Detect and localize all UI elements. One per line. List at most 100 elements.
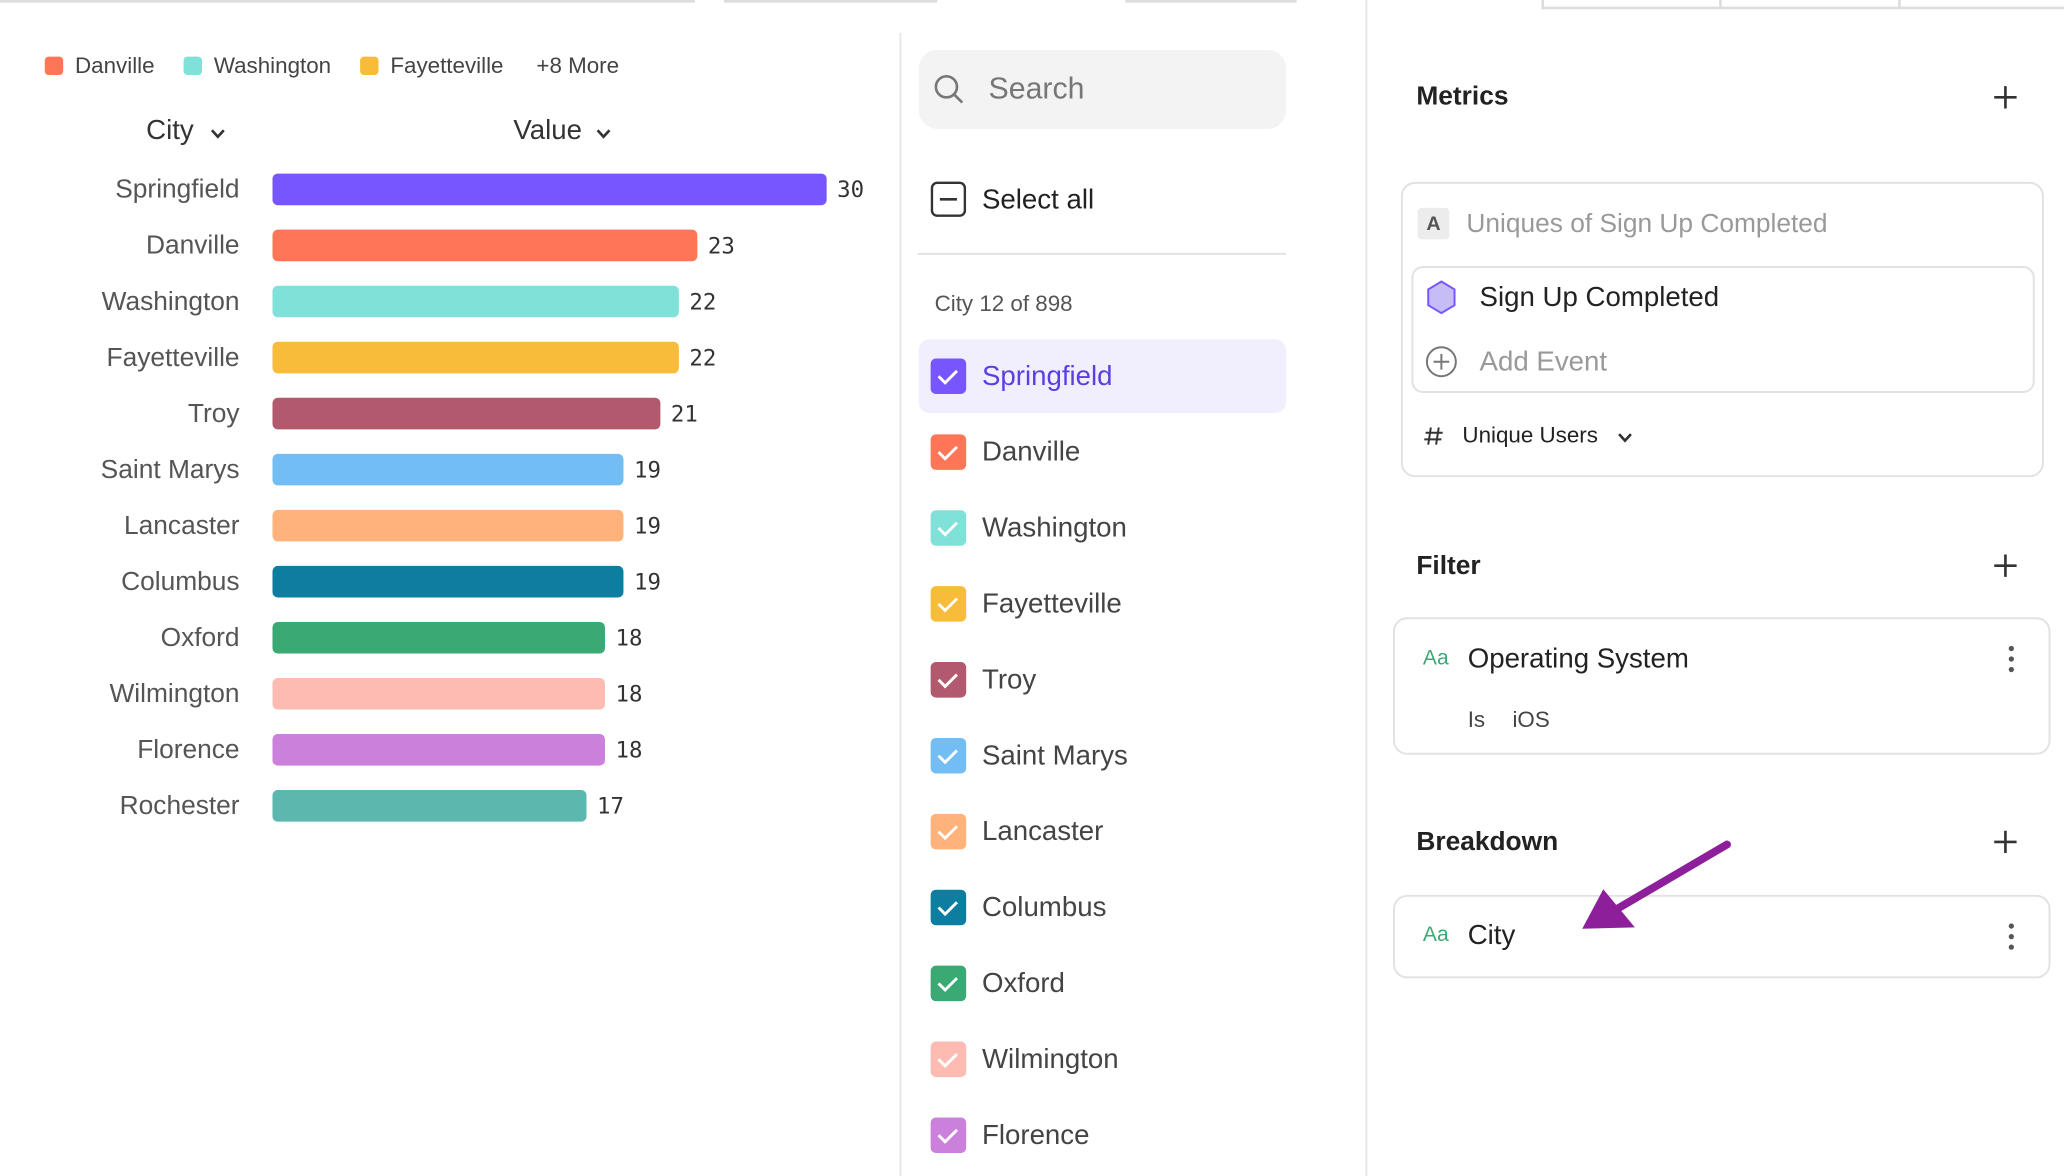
bar-chart: Springfield 30 Danville 23 Washington 22 Fayet…: [101, 173, 864, 822]
breakdown-card[interactable]: [1393, 894, 2051, 979]
bar[interactable]: [272, 621, 605, 654]
category-label: Wilmington: [109, 678, 239, 708]
search-box[interactable]: [918, 49, 1287, 129]
list-header: City 12 of 898: [935, 291, 1073, 316]
add-button[interactable]: [1994, 830, 2017, 854]
add-event[interactable]: Add Event: [1480, 345, 1608, 376]
value-label: 22: [689, 289, 716, 315]
selected-row[interactable]: [918, 339, 1287, 414]
checkbox[interactable]: [930, 662, 967, 698]
legend-swatch: [183, 56, 202, 75]
legend-swatch: [360, 56, 379, 75]
legend-label[interactable]: Fayetteville: [390, 53, 503, 78]
value-label: 22: [689, 345, 716, 371]
event-icon: [1427, 280, 1456, 315]
category-label: Troy: [188, 398, 240, 428]
checkbox[interactable]: [930, 586, 967, 622]
city-option[interactable]: Oxford: [982, 967, 1065, 998]
checkbox[interactable]: [930, 1041, 967, 1078]
checkbox[interactable]: [930, 1117, 967, 1153]
category-label: Oxford: [161, 622, 240, 652]
column-header[interactable]: City: [146, 114, 194, 145]
hash-icon: [1424, 427, 1443, 445]
checkmark: [937, 749, 958, 765]
legend: Danville Washington Fayetteville +8 More: [44, 53, 619, 78]
bar[interactable]: [272, 397, 661, 430]
bar[interactable]: [272, 173, 827, 206]
more-menu[interactable]: [2008, 645, 2014, 673]
bar[interactable]: [272, 790, 587, 822]
section-title: Metrics: [1416, 80, 1508, 110]
metric-label[interactable]: Uniques of Sign Up Completed: [1466, 208, 1827, 238]
city-option[interactable]: Fayetteville: [982, 588, 1122, 619]
chevron[interactable]: [596, 129, 611, 139]
bar[interactable]: [272, 285, 679, 318]
property[interactable]: Operating System: [1468, 643, 1689, 674]
city-option[interactable]: Saint Marys: [982, 739, 1128, 770]
checkbox[interactable]: [930, 813, 967, 850]
city-option[interactable]: Danville: [982, 436, 1080, 467]
operator[interactable]: Is: [1468, 707, 1485, 732]
category-label: Washington: [102, 286, 240, 316]
add-event-icon: [1425, 346, 1457, 378]
checkmark: [937, 1053, 958, 1068]
checkmark: [937, 521, 958, 537]
city-option[interactable]: Wilmington: [982, 1043, 1119, 1074]
checkmark: [937, 977, 958, 993]
filter-card[interactable]: [1393, 617, 2051, 755]
select-all[interactable]: Select all: [982, 184, 1094, 215]
badge-label: A: [1426, 213, 1440, 235]
checkmark: [937, 825, 958, 841]
bar[interactable]: [272, 453, 624, 486]
search-icon: [934, 74, 959, 99]
value-label: 18: [616, 682, 643, 708]
city-option[interactable]: Columbus: [982, 891, 1106, 922]
value-label: 19: [634, 570, 661, 596]
category-label: Columbus: [121, 566, 239, 596]
category-label: Rochester: [120, 790, 240, 820]
checkmark: [937, 597, 958, 613]
legend-label[interactable]: Washington: [214, 53, 331, 78]
legend-more[interactable]: +8 More: [536, 53, 619, 78]
bar[interactable]: [272, 229, 698, 262]
checkbox[interactable]: [930, 434, 967, 470]
event-box: [1411, 266, 2035, 393]
value-label: 18: [616, 738, 643, 764]
chevron[interactable]: [210, 129, 225, 139]
add-button[interactable]: [1994, 86, 2017, 109]
chevron[interactable]: [1618, 433, 1632, 443]
filter-value[interactable]: iOS: [1512, 707, 1549, 732]
checkbox[interactable]: [930, 965, 967, 1002]
checkmark: [937, 673, 958, 689]
checkbox[interactable]: [930, 737, 967, 774]
category-label: Fayetteville: [107, 342, 240, 372]
checkbox[interactable]: [930, 510, 967, 546]
measure[interactable]: Unique Users: [1462, 423, 1598, 448]
bar[interactable]: [272, 509, 624, 542]
checkbox[interactable]: [930, 358, 967, 394]
value-label: 30: [837, 177, 864, 203]
bar[interactable]: [272, 565, 624, 598]
type-icon: Aa: [1423, 923, 1449, 946]
add-button[interactable]: [1994, 554, 2017, 577]
city-option[interactable]: Springfield: [982, 360, 1113, 391]
bar[interactable]: [272, 734, 605, 766]
bar[interactable]: [272, 341, 679, 374]
city-option[interactable]: Florence: [982, 1119, 1090, 1150]
value-label: 21: [671, 401, 698, 427]
checkbox[interactable]: [930, 889, 967, 926]
column-header[interactable]: Value: [513, 114, 582, 145]
more-menu[interactable]: [2008, 923, 2014, 950]
city-option[interactable]: Troy: [982, 663, 1036, 694]
search-placeholder[interactable]: Search: [989, 73, 1085, 106]
value-label: 19: [634, 513, 661, 539]
search-icon: [953, 93, 964, 104]
city-option[interactable]: Washington: [982, 512, 1127, 543]
bar[interactable]: [272, 677, 605, 710]
event-name[interactable]: Sign Up Completed: [1480, 281, 1720, 312]
legend-label[interactable]: Danville: [75, 53, 155, 78]
city-option[interactable]: Lancaster: [982, 815, 1103, 846]
section-title: Filter: [1416, 550, 1480, 580]
property[interactable]: City: [1468, 919, 1516, 950]
